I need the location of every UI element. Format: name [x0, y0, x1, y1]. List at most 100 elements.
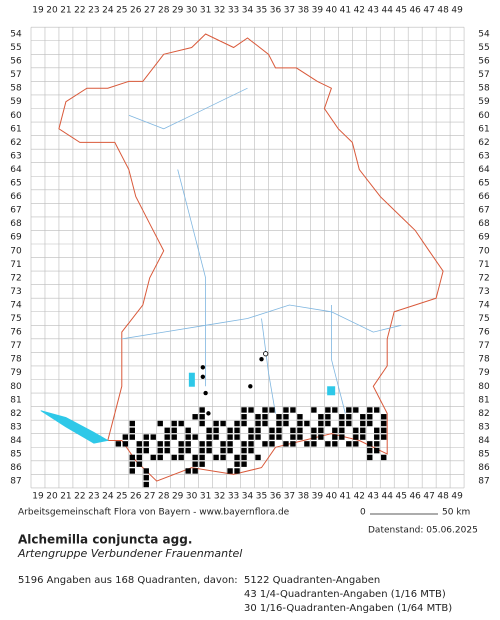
row-label: 56 — [478, 57, 490, 67]
occurrence — [122, 434, 128, 440]
row-label: 55 — [478, 43, 489, 53]
occurrence — [220, 454, 226, 461]
occurrence — [171, 454, 177, 461]
occurrence — [332, 407, 338, 413]
row-label: 59 — [10, 97, 22, 107]
row-label: 87 — [10, 477, 21, 487]
occurrence — [234, 434, 240, 440]
lake — [188, 372, 195, 387]
column-label: 20 — [46, 6, 58, 16]
occurrence — [367, 407, 373, 413]
river — [121, 304, 402, 340]
row-label: 69 — [478, 233, 490, 243]
column-label: 19 — [32, 492, 44, 502]
river — [261, 318, 276, 414]
row-label: 63 — [478, 151, 489, 161]
occurrences — [115, 351, 387, 488]
occurrence — [227, 434, 233, 440]
occurrence — [339, 420, 345, 427]
common-name: Artengruppe Verbundener Frauenmantel — [17, 547, 242, 560]
column-label: 45 — [395, 6, 406, 16]
column-label: 27 — [144, 6, 155, 16]
row-label: 69 — [10, 233, 22, 243]
column-label: 32 — [214, 492, 225, 502]
occurrence — [318, 427, 324, 434]
occurrence — [325, 420, 331, 427]
occurrence — [227, 427, 233, 434]
column-label: 40 — [326, 492, 338, 502]
stats-line: 5122 Quadranten-Angaben — [244, 575, 380, 586]
row-label: 55 — [10, 43, 21, 53]
occurrence — [129, 454, 135, 461]
occurrence — [136, 461, 142, 467]
occurrence — [269, 434, 275, 440]
occurrence — [325, 407, 331, 413]
column-label: 45 — [395, 492, 406, 502]
river — [331, 305, 346, 414]
occurrence-point — [259, 356, 264, 362]
occurrence — [248, 441, 254, 447]
occurrence-point — [200, 374, 206, 379]
row-label: 76 — [478, 328, 490, 338]
occurrence — [325, 414, 331, 420]
occurrence — [311, 427, 317, 434]
column-label: 49 — [451, 6, 463, 16]
row-label: 82 — [10, 409, 21, 419]
column-label: 26 — [130, 492, 142, 502]
occurrence — [346, 441, 352, 447]
occurrence — [290, 427, 296, 434]
column-label: 35 — [256, 6, 267, 16]
row-label: 71 — [478, 260, 489, 270]
column-label: 28 — [158, 492, 170, 502]
occurrence — [192, 414, 198, 420]
row-label: 68 — [478, 219, 490, 229]
column-label: 44 — [382, 492, 394, 502]
occurrence — [143, 481, 149, 488]
column-label: 21 — [60, 492, 71, 502]
column-label: 47 — [423, 6, 434, 16]
occurrence — [353, 441, 359, 447]
occurrence — [199, 461, 205, 467]
column-label: 24 — [102, 492, 114, 502]
state-border — [58, 33, 444, 482]
occurrence — [199, 454, 205, 461]
column-label: 43 — [368, 492, 379, 502]
occurrence — [276, 427, 282, 434]
occurrence — [276, 414, 282, 420]
occurrence — [262, 414, 268, 420]
column-label: 30 — [186, 492, 198, 502]
occurrence — [178, 447, 184, 454]
occurrence — [199, 420, 205, 427]
occurrence — [171, 434, 177, 440]
occurrence — [136, 447, 142, 454]
occurrence — [248, 447, 254, 454]
occurrence — [206, 447, 212, 454]
occurrence — [304, 441, 310, 447]
row-label: 74 — [478, 300, 490, 310]
occurrence — [346, 414, 352, 420]
occurrence — [381, 427, 387, 434]
occurrence — [129, 461, 135, 467]
occurrence — [185, 447, 191, 454]
occurrence — [353, 407, 359, 413]
row-label: 58 — [478, 84, 490, 94]
occurrence — [178, 441, 184, 447]
column-label: 48 — [437, 492, 449, 502]
occurrence — [269, 427, 275, 434]
occurrence — [353, 434, 359, 440]
row-label: 64 — [478, 165, 490, 175]
occurrence — [164, 441, 170, 447]
lake — [327, 386, 336, 396]
row-label: 67 — [478, 206, 489, 216]
occurrence — [143, 447, 149, 454]
row-label: 57 — [478, 70, 489, 80]
grid — [30, 26, 465, 489]
row-label: 74 — [10, 300, 22, 310]
row-label: 65 — [10, 179, 21, 189]
occurrence — [143, 434, 149, 440]
occurrence — [360, 434, 366, 440]
lake — [40, 410, 109, 444]
occurrence — [367, 447, 373, 454]
row-label: 80 — [478, 382, 490, 392]
occurrence — [129, 420, 135, 427]
